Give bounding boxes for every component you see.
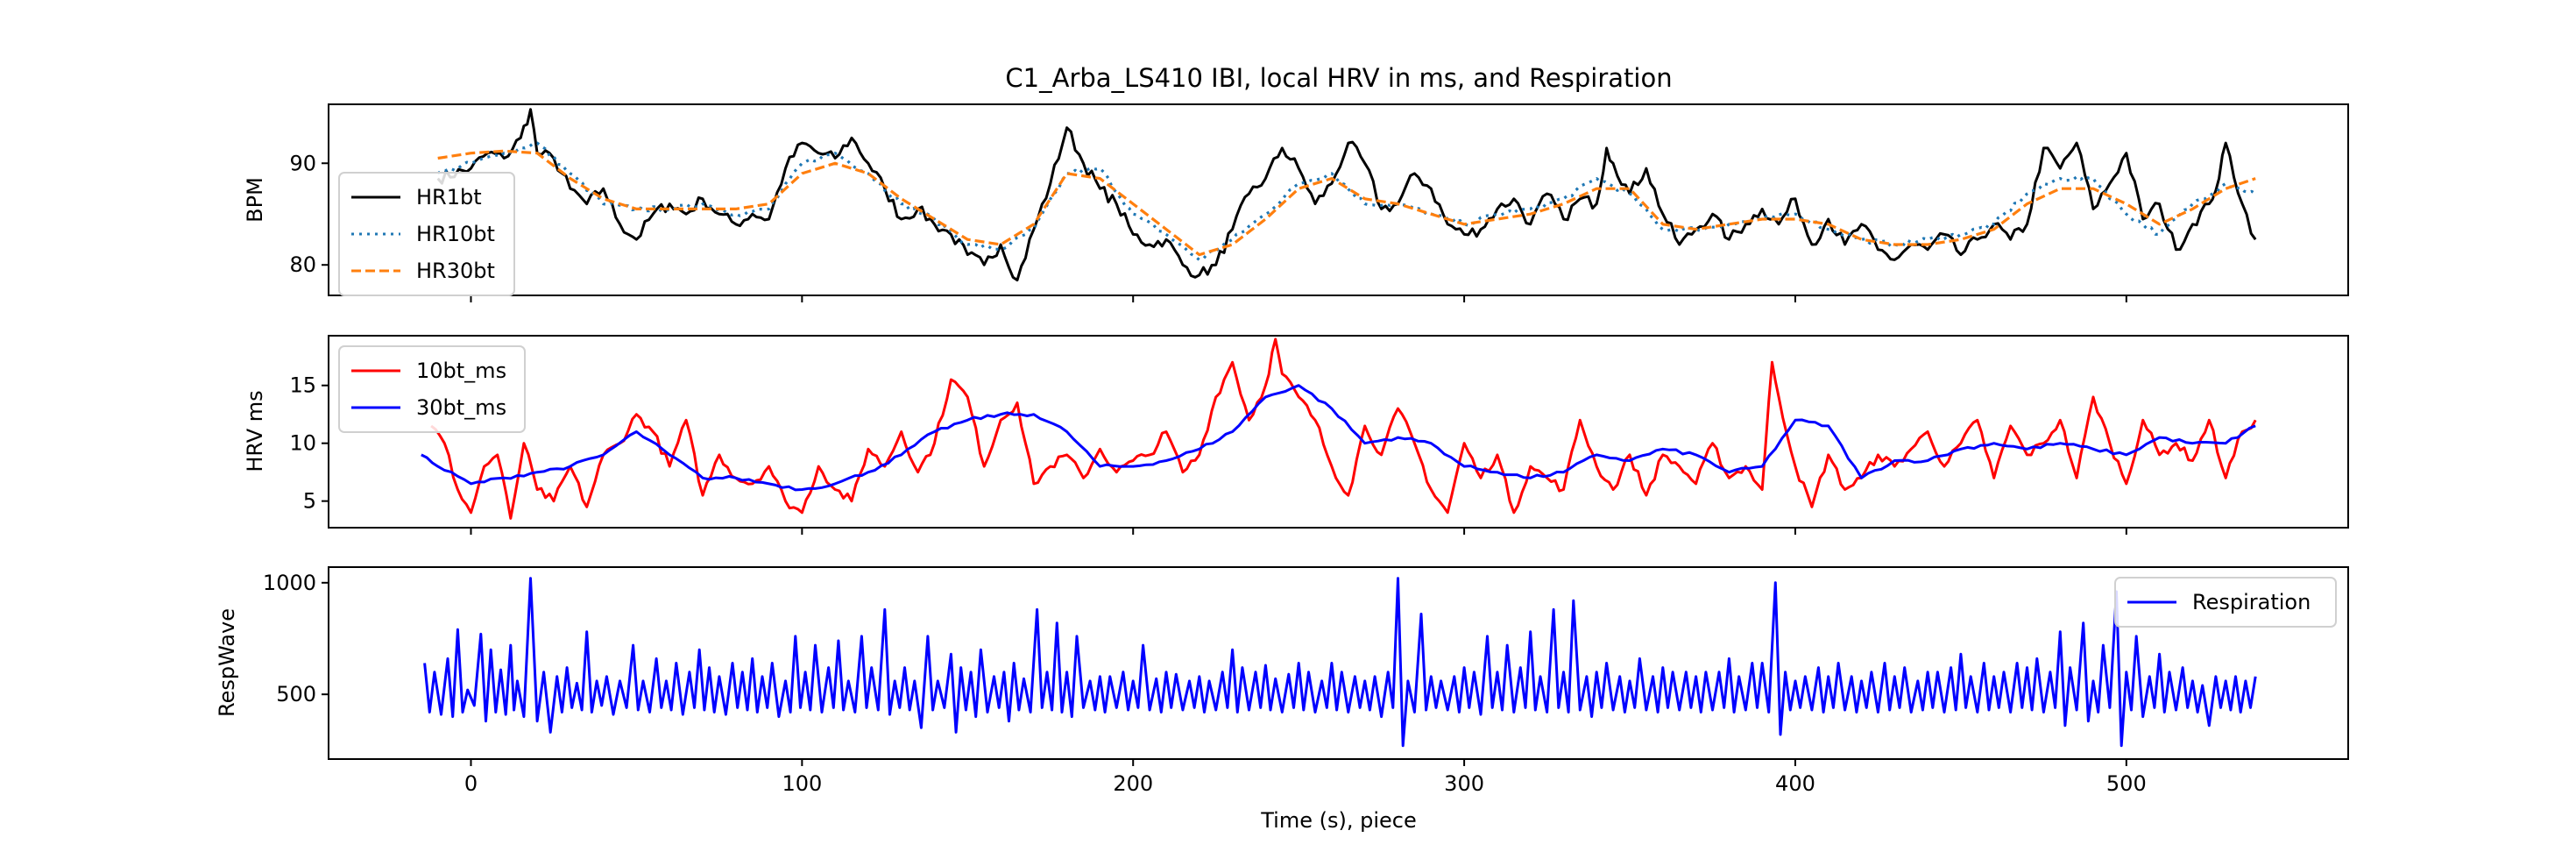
x-tick-label: 400 (1775, 771, 1815, 796)
hrv-y-ticks: 5 10 15 (289, 373, 329, 514)
series-line-hr1bt (436, 108, 2257, 282)
heart-rate-legend-box (338, 172, 515, 296)
heart-rate-y-ticks: 80 90 (289, 151, 329, 277)
hrv-plot-area (421, 337, 2257, 520)
heart-rate-x-ticks (470, 295, 2127, 302)
legend-label-hr30bt: HR30bt (416, 259, 495, 283)
panel-heart-rate: 80 90 BPM HR1bt HR10bt HR30bt (243, 103, 2349, 302)
hrv-y-tick-label: 15 (289, 373, 316, 398)
respiration-legend-box (2114, 577, 2337, 628)
x-axis-label: Time (s), piece (1260, 808, 1416, 833)
heart-rate-legend: HR1bt HR10bt HR30bt (338, 172, 515, 296)
legend-label-10bt-ms: 10bt_ms (416, 359, 506, 383)
chart-title: C1_Arba_LS410 IBI, local HRV in ms, and … (1005, 63, 1672, 93)
heart-rate-y-tick-label: 80 (289, 252, 316, 277)
hrv-legend: 10bt_ms 30bt_ms (338, 345, 526, 433)
legend-label-30bt-ms: 30bt_ms (416, 395, 506, 420)
series-line-hr10bt (436, 141, 2257, 261)
panel-respiration: 0 100 200 300 400 500 500 1000 RespWave Respir… (215, 566, 2349, 796)
x-tick-label: 0 (464, 771, 478, 796)
respiration-y-tick-label: 1000 (263, 571, 316, 595)
respiration-axes-frame (328, 566, 2349, 760)
x-tick-label: 200 (1113, 771, 1153, 796)
hrv-y-tick-label: 5 (303, 489, 316, 514)
hrv-axes-frame (328, 335, 2349, 529)
x-tick-label: 500 (2106, 771, 2147, 796)
x-tick-label: 100 (782, 771, 822, 796)
series-line-10bt-ms (430, 337, 2257, 520)
legend-label-respiration: Respiration (2192, 590, 2311, 614)
respiration-y-ticks: 500 1000 (263, 571, 329, 706)
respiration-plot-area (423, 577, 2257, 748)
hrv-x-ticks (470, 528, 2127, 535)
respiration-x-ticks: 0 100 200 300 400 500 (464, 759, 2147, 796)
heart-rate-plot-area (436, 108, 2257, 282)
respiration-y-tick-label: 500 (276, 682, 316, 706)
series-line-30bt-ms (421, 384, 2256, 492)
legend-label-hr1bt: HR1bt (416, 185, 482, 209)
heart-rate-y-label: BPM (243, 177, 267, 223)
x-tick-label: 300 (1444, 771, 1484, 796)
heart-rate-y-tick-label: 90 (289, 151, 316, 175)
heart-rate-axes-frame (328, 103, 2349, 296)
legend-label-hr10bt: HR10bt (416, 222, 495, 246)
hrv-y-label: HRV ms (243, 390, 267, 472)
hrv-y-tick-label: 10 (289, 431, 316, 456)
respiration-legend: Respiration (2114, 577, 2337, 628)
series-line-hr30bt (437, 149, 2256, 257)
respiration-y-label: RespWave (215, 608, 239, 717)
hrv-legend-box (338, 345, 526, 433)
panel-hrv: 5 10 15 HRV ms 10bt_ms 30bt_ms (243, 335, 2349, 535)
series-line-respiration (423, 577, 2257, 748)
